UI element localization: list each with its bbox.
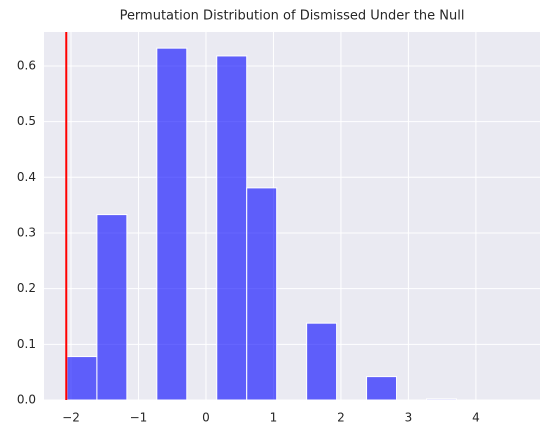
y-tick-label: 0.0 — [17, 393, 36, 407]
x-tick-label: −1 — [130, 411, 148, 425]
y-tick-label: 0.5 — [17, 114, 36, 128]
bar — [246, 187, 278, 401]
x-tick-label: 0 — [202, 411, 210, 425]
y-tick-label: 0.3 — [17, 225, 36, 239]
bar — [66, 356, 98, 401]
chart-title: Permutation Distribution of Dismissed Un… — [120, 9, 465, 24]
x-tick-label: 4 — [472, 411, 480, 425]
y-tick-label: 0.1 — [17, 337, 36, 351]
bar — [216, 55, 248, 401]
x-tick-label: 1 — [270, 411, 278, 425]
x-tick-label: −2 — [62, 411, 80, 425]
y-tick-label: 0.2 — [17, 281, 36, 295]
x-tick-label: 3 — [405, 411, 413, 425]
bar — [156, 47, 188, 401]
bar — [425, 398, 457, 401]
x-tick-label: 2 — [337, 411, 345, 425]
bar — [96, 214, 128, 401]
y-tick-label: 0.4 — [17, 170, 36, 184]
y-tick-label: 0.6 — [17, 58, 36, 72]
bar — [366, 376, 398, 401]
bar — [306, 322, 338, 401]
